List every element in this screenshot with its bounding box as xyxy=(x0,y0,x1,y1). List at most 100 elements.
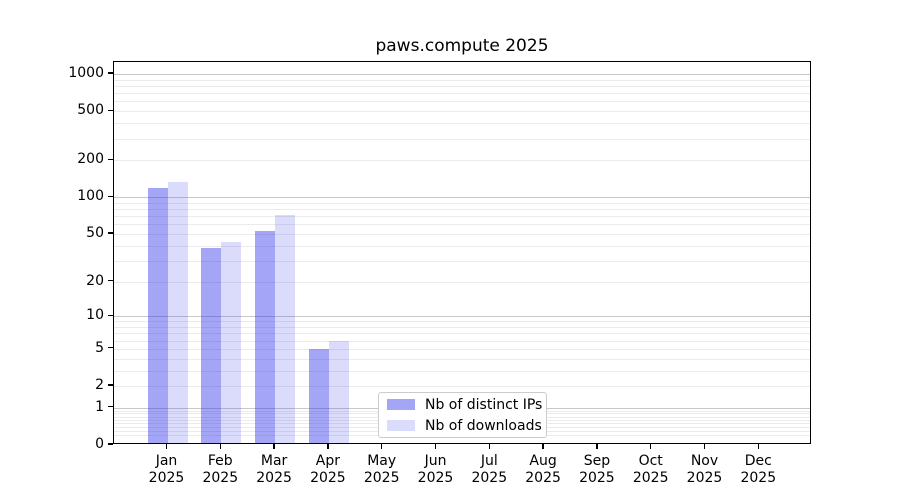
bar-distinct-ips xyxy=(308,348,329,443)
x-tick-year: 2025 xyxy=(632,470,669,486)
gridline-minor xyxy=(114,79,810,81)
x-tick-year: 2025 xyxy=(686,470,723,486)
x-tick-year: 2025 xyxy=(202,470,239,486)
legend-swatch-distinct-ips xyxy=(387,399,415,410)
y-tick-label: 1000 xyxy=(68,65,104,81)
y-tick-label: 0 xyxy=(95,436,104,452)
y-tick-label: 500 xyxy=(77,102,104,119)
x-tick-mark xyxy=(703,444,706,449)
x-tick-label: Apr 2025 xyxy=(300,453,356,487)
x-tick-mark xyxy=(488,444,490,449)
gridline-minor xyxy=(114,370,810,372)
x-tick-year: 2025 xyxy=(417,470,454,486)
x-tick-month: Nov xyxy=(690,453,719,469)
x-tick-label: Jan 2025 xyxy=(139,453,195,487)
x-tick-month: Feb xyxy=(207,453,233,469)
plot-area xyxy=(113,61,811,444)
gridline-minor xyxy=(114,327,810,328)
gridline-minor xyxy=(114,281,810,283)
y-tick-mark xyxy=(108,195,113,197)
x-tick-label: Sep 2025 xyxy=(569,453,625,487)
x-tick-month: Jul xyxy=(480,453,498,469)
y-tick-mark xyxy=(108,384,113,386)
y-tick-label: 100 xyxy=(77,188,104,205)
x-tick-month: Apr xyxy=(315,453,340,469)
x-tick-mark xyxy=(327,444,329,449)
x-tick-month: Mar xyxy=(260,453,288,469)
bar-distinct-ips xyxy=(255,230,276,443)
gridline-minor xyxy=(114,123,810,125)
bar-downloads xyxy=(221,241,242,443)
x-tick-label: Oct 2025 xyxy=(623,453,679,487)
x-tick-month: May xyxy=(367,453,397,469)
y-tick-mark xyxy=(108,314,113,316)
gridline-major xyxy=(114,197,810,199)
bar-downloads xyxy=(167,182,188,443)
gridline-minor xyxy=(114,233,810,235)
gridline-minor xyxy=(114,348,810,350)
gridline-minor xyxy=(114,333,810,335)
y-tick-mark xyxy=(108,72,113,74)
x-tick-mark xyxy=(273,444,275,449)
y-tick-mark xyxy=(108,406,113,408)
y-tick-label: 50 xyxy=(86,224,104,241)
y-tick-mark xyxy=(108,347,113,349)
bar-distinct-ips xyxy=(201,248,222,443)
gridline-minor xyxy=(114,260,810,262)
y-tick-label: 20 xyxy=(86,272,104,289)
x-tick-year: 2025 xyxy=(740,470,777,486)
x-tick-year: 2025 xyxy=(579,470,615,486)
gridline-major xyxy=(114,316,810,318)
gridline-minor xyxy=(114,138,810,140)
gridline-minor xyxy=(114,245,810,247)
bar-distinct-ips xyxy=(147,187,168,443)
x-tick-label: Aug 2025 xyxy=(515,453,571,487)
x-tick-label: Dec 2025 xyxy=(730,453,786,487)
gridline-minor xyxy=(114,86,810,87)
gridline-minor xyxy=(114,340,810,342)
x-tick-mark xyxy=(219,444,221,449)
legend-row: Nb of downloads xyxy=(379,417,546,435)
y-tick-label: 5 xyxy=(95,339,104,356)
y-tick-label: 10 xyxy=(86,307,104,324)
x-tick-mark xyxy=(165,444,168,449)
x-tick-label: Jul 2025 xyxy=(461,453,517,487)
legend-label: Nb of distinct IPs xyxy=(425,396,543,413)
gridline-major xyxy=(114,74,810,75)
gridline-minor xyxy=(114,209,810,210)
x-tick-label: Nov 2025 xyxy=(677,453,733,487)
x-tick-month: Jun xyxy=(424,453,447,469)
x-tick-year: 2025 xyxy=(256,470,292,486)
y-tick-label: 2 xyxy=(95,377,104,393)
gridline-minor xyxy=(114,160,810,162)
gridline-minor xyxy=(114,321,810,323)
x-tick-year: 2025 xyxy=(471,470,508,486)
x-tick-month: Dec xyxy=(744,453,772,469)
x-tick-year: 2025 xyxy=(148,470,185,486)
x-tick-mark xyxy=(542,444,544,449)
x-tick-mark xyxy=(596,444,598,449)
x-tick-label: Mar 2025 xyxy=(246,453,302,487)
x-tick-mark xyxy=(381,444,383,449)
x-tick-label: Jun 2025 xyxy=(408,453,464,487)
x-tick-mark xyxy=(650,444,652,449)
gridline-minor xyxy=(114,111,810,113)
legend-label: Nb of downloads xyxy=(425,417,542,434)
x-tick-mark xyxy=(757,444,759,449)
gridline-minor xyxy=(114,93,810,95)
legend-swatch-downloads xyxy=(387,420,415,431)
bar-downloads xyxy=(275,214,296,443)
x-tick-mark xyxy=(434,444,437,449)
gridline-minor xyxy=(114,358,810,360)
legend-row: Nb of distinct IPs xyxy=(379,396,546,414)
y-tick-mark xyxy=(108,232,113,234)
x-tick-month: Sep xyxy=(583,453,611,469)
chart-title: paws.compute 2025 xyxy=(375,36,549,56)
x-tick-year: 2025 xyxy=(363,470,400,486)
y-tick-mark xyxy=(108,158,113,160)
gridline-minor xyxy=(114,386,810,387)
gridline-minor xyxy=(114,202,810,204)
y-tick-mark xyxy=(108,443,113,445)
x-tick-month: Aug xyxy=(529,453,557,469)
